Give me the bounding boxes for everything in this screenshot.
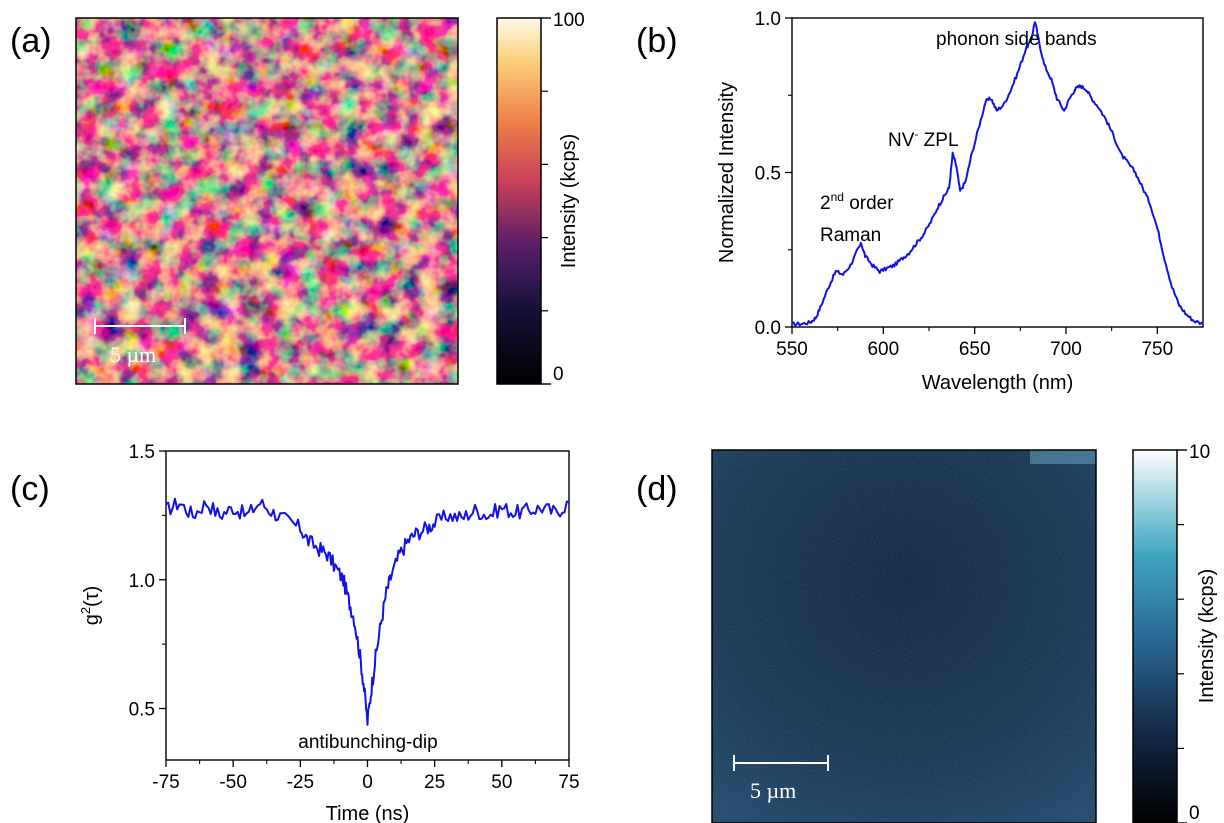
chart-b-x-tick-label: 750 — [1141, 339, 1173, 360]
annotation-antibunching-dip: antibunching-dip — [298, 732, 437, 753]
panel-b: (b) 550 600 650 700 750 0.0 0.5 1.0 Wavelength (… — [636, 9, 1204, 394]
heatmap-a-image — [76, 18, 458, 384]
chart-c-y-tick-label: 0.5 — [129, 700, 155, 721]
panel-label-b: (b) — [636, 22, 678, 60]
annotation-raman-line2: Raman — [820, 225, 881, 246]
chart-c-x-tick-label: 25 — [424, 772, 445, 793]
chart-c-series-line — [165, 497, 570, 726]
panel-label-a: (a) — [10, 22, 52, 60]
panel-a: (a) 5 µm 0 100 Intensity (kcps) — [10, 10, 585, 385]
chart-c-y-tick-label: 1.0 — [129, 571, 155, 592]
chart-c-x-tick-label: -75 — [152, 772, 179, 793]
chart-b-y-axis-label: Normalized Intensity — [716, 82, 738, 263]
chart-b-plot-frame — [791, 17, 1204, 328]
chart-c-x-tick-label: -25 — [287, 772, 314, 793]
colorbar-a-tick-label: 0 — [553, 364, 564, 385]
panel-label-d: (d) — [636, 470, 678, 508]
chart-b-y-tick-label: 1.0 — [755, 9, 781, 30]
chart-c-x-tick-label: 0 — [362, 772, 373, 793]
heatmap-d-bright-edge — [1030, 450, 1096, 464]
heatmap-a-frame — [75, 17, 459, 385]
scale-bar-d: 5 µm — [733, 755, 829, 803]
scale-bar-d-label: 5 µm — [750, 778, 796, 803]
annotation-raman-line1: 2nd order — [820, 190, 894, 214]
heatmap-d-frame — [711, 449, 1097, 823]
chart-b-x-axis-label: Wavelength (nm) — [922, 372, 1074, 394]
colorbar-a-label: Intensity (kcps) — [558, 134, 580, 268]
panel-label-c: (c) — [10, 470, 50, 508]
chart-b-y-tick-label: 0.5 — [755, 164, 781, 185]
panel-c: (c) -75 -50 -25 0 25 50 75 0.5 1.0 1.5 Time (ns) g2… — [10, 442, 580, 823]
chart-c-y-axis-label: g2(τ) — [78, 586, 103, 626]
chart-c-y-tick-label: 1.5 — [129, 442, 155, 463]
colorbar-a: 0 100 Intensity (kcps) — [496, 10, 585, 385]
chart-b-x-tick-label: 650 — [959, 339, 991, 360]
colorbar-d-tick-label: 0 — [1189, 803, 1200, 823]
chart-b-series-line — [791, 21, 1204, 327]
colorbar-d-tick-label: 10 — [1189, 442, 1210, 463]
colorbar-d-label: Intensity (kcps) — [1196, 569, 1218, 703]
chart-b-x-tick-label: 700 — [1050, 339, 1082, 360]
scale-bar-a: 5 µm — [94, 318, 186, 367]
chart-c-x-axis-label: Time (ns) — [326, 803, 410, 823]
colorbar-a-tick-label: 100 — [553, 10, 585, 31]
colorbar-d: 0 10 Intensity (kcps) — [1132, 442, 1218, 823]
colorbar-d-gradient — [1132, 449, 1178, 823]
chart-c-x-tick-label: 50 — [491, 772, 512, 793]
heatmap-d-noise — [712, 450, 1096, 823]
chart-c-x-tick-label: -50 — [219, 772, 246, 793]
chart-b-x-tick-label: 600 — [867, 339, 899, 360]
colorbar-a-gradient — [496, 17, 542, 385]
chart-b-x-tick-label: 550 — [776, 339, 808, 360]
chart-b-y-tick-label: 0.0 — [755, 318, 781, 339]
scale-bar-a-label: 5 µm — [110, 342, 156, 367]
panel-d: (d) 5 µm 0 10 Intensity (kcps) — [636, 442, 1218, 823]
annotation-phonon-side-bands: phonon side bands — [936, 29, 1097, 50]
annotation-nv-zpl: NV- ZPL — [888, 127, 959, 151]
chart-c-x-tick-label: 75 — [558, 772, 579, 793]
